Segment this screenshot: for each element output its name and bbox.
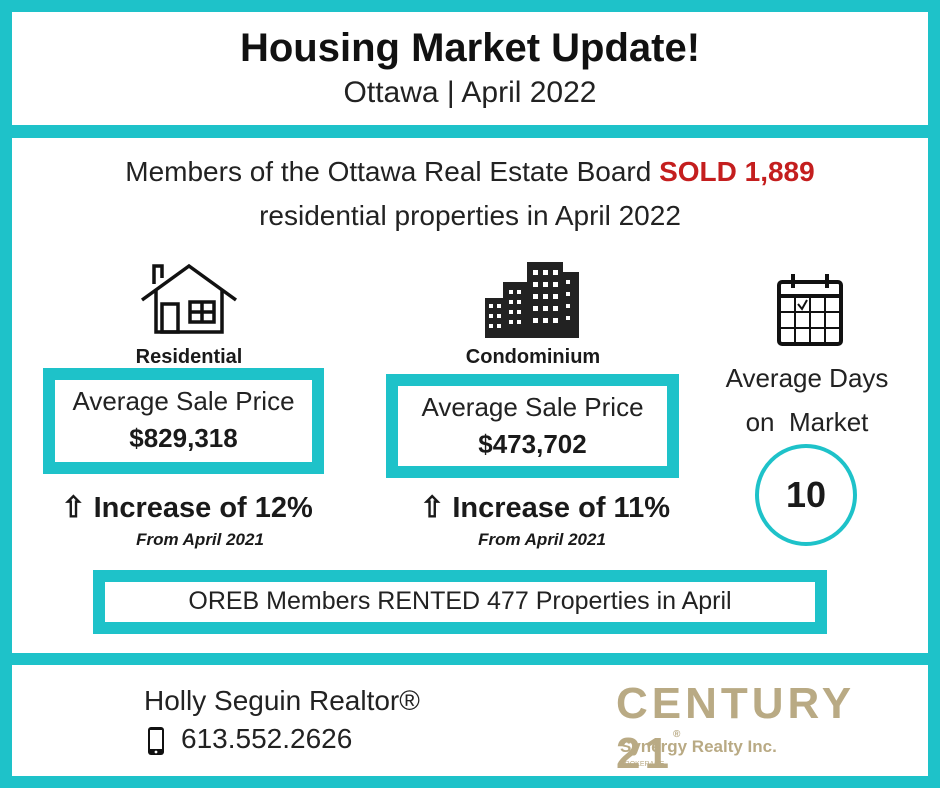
brand-brokerage: BROKERAGE [620,761,665,768]
condominium-box-label: Average Sale Price [421,392,644,422]
brand-subtitle: Synergy Realty Inc. [620,737,777,756]
body-panel: Members of the Ottawa Real Estate Board … [12,138,928,653]
intro-after: residential properties in April 2022 [259,200,681,231]
residential-box-label: Average Sale Price [72,386,295,416]
condominium-label: Condominium [465,346,601,368]
residential-price-box: Average Sale Price $829,318 [43,368,324,474]
phone-row: 613.552.2626 [147,723,352,756]
intro-text: Members of the Ottawa Real Estate Board … [12,150,928,238]
arrow-up-icon: ⇧ [61,492,86,524]
agent-name: Holly Seguin Realtor® [144,685,420,716]
condominium-price: $473,702 [478,429,587,459]
phone-number: 613.552.2626 [181,723,353,754]
residential-from: From April 2021 [136,530,264,549]
residential-price: $829,318 [129,423,238,453]
arrow-up-icon: ⇧ [419,492,445,524]
condominium-price-box: Average Sale Price $473,702 [386,374,679,478]
sold-count: SOLD 1,889 [659,156,815,187]
days-on-market-label: Average Days on Market [725,363,889,437]
residential-label: Residential [135,346,243,368]
page-title: Housing Market Update! [239,26,701,70]
footer-panel: Holly Seguin Realtor® 613.552.2626 CENTU… [12,665,928,778]
condominium-increase: ⇧ Increase of 11% [419,492,670,524]
house-icon [140,263,238,334]
condo-building-icon [485,262,579,338]
header-panel: Housing Market Update! Ottawa | April 20… [12,12,928,125]
residential-increase: ⇧ Increase of 12% [61,492,313,524]
mobile-phone-icon [148,726,164,755]
rented-banner: OREB Members RENTED 477 Properties in Ap… [93,570,827,634]
intro-before: Members of the Ottawa Real Estate Board [125,156,660,187]
days-on-market-value: 10 [755,444,857,546]
calendar-icon [777,274,843,346]
page-subtitle: Ottawa | April 2022 [343,76,597,109]
brand-logo: CENTURY 21® [616,679,855,778]
condominium-from: From April 2021 [478,530,606,549]
